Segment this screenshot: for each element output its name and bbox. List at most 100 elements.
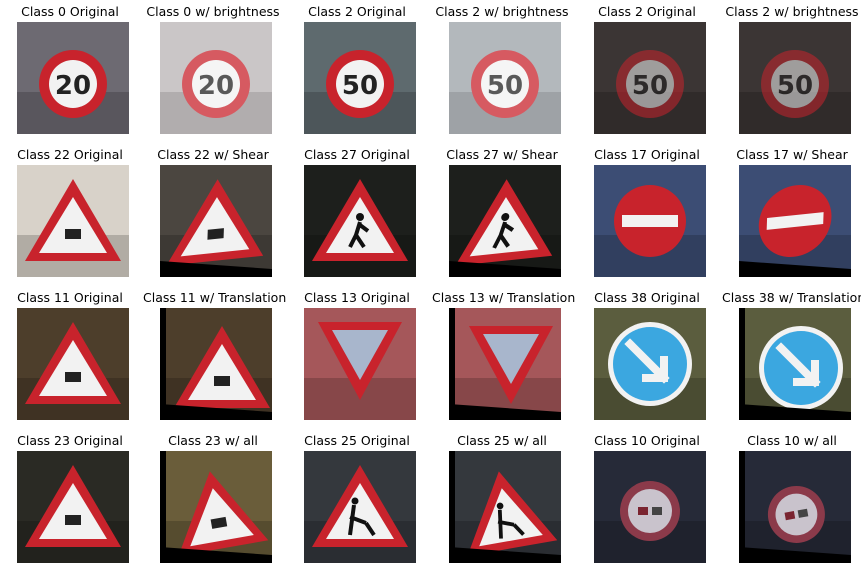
- sign-number: 50: [342, 71, 378, 101]
- keep-right-sign-image: [739, 308, 851, 420]
- triangle-face: [326, 483, 394, 539]
- truck-symbol: [784, 511, 796, 521]
- triangle-face: [39, 483, 107, 539]
- sign-number: 20: [198, 71, 234, 101]
- warning-triangle-icon: [25, 179, 121, 261]
- transform-border-bottom: [160, 404, 272, 420]
- speed-limit-icon: 50: [471, 50, 539, 118]
- image-title: Class 38 w/ Translation: [722, 290, 861, 305]
- yield-icon: [469, 326, 553, 404]
- sign-face: [481, 60, 529, 108]
- keep-right-arrow-icon: [759, 326, 843, 410]
- car-symbol: [797, 508, 809, 518]
- speed-limit-20-sign-image: 20: [160, 22, 272, 134]
- image-title: Class 2 w/ brightness: [435, 4, 569, 19]
- no-passing-trucks-sign-image: [739, 451, 851, 563]
- bumpy-road-sign-image: [17, 165, 129, 277]
- yield-face: [332, 330, 388, 380]
- traffic-sign-image: 20: [17, 22, 129, 134]
- keep-right-arrow-icon: [608, 322, 692, 406]
- traffic-sign-image: [739, 165, 851, 277]
- sign-number: 50: [777, 71, 813, 101]
- warning-triangle-icon: [25, 322, 121, 404]
- bumpy-road-sign-image: [160, 165, 272, 277]
- no-passing-trucks-sign-image: [594, 451, 706, 563]
- triangle-symbol: [207, 228, 224, 240]
- traffic-sign-image: [304, 308, 416, 420]
- slippery-road-sign-image: [160, 451, 272, 563]
- pedestrian-body: [492, 221, 515, 249]
- traffic-sign-image: 50: [449, 22, 561, 134]
- transform-border-left: [739, 451, 745, 563]
- image-title: Class 13 Original: [304, 290, 410, 305]
- triangle-symbol: [65, 372, 81, 382]
- pedestrian-triangle-icon: [455, 179, 553, 266]
- no-passing-face: [775, 493, 818, 536]
- traffic-sign-image: 50: [304, 22, 416, 134]
- speed-limit-icon: 50: [326, 50, 394, 118]
- brightness-overlay: [449, 22, 561, 134]
- traffic-sign-image: [160, 451, 272, 563]
- triangle-symbol: [214, 376, 230, 386]
- road-work-triangle-icon: [467, 471, 558, 557]
- speed-limit-50-sign-image: 50: [739, 22, 851, 134]
- pedestrian-head: [501, 213, 510, 222]
- worker-head: [496, 502, 504, 510]
- image-title: Class 11 Original: [17, 290, 123, 305]
- speed-limit-20-sign-image: 20: [17, 22, 129, 134]
- sign-face: [771, 60, 819, 108]
- image-title: Class 10 Original: [594, 433, 700, 448]
- no-passing-icon: [767, 485, 825, 543]
- image-title: Class 10 w/ all: [747, 433, 837, 448]
- triangle-face: [190, 488, 254, 547]
- image-title: Class 23 w/ all: [168, 433, 258, 448]
- traffic-sign-image: 50: [739, 22, 851, 134]
- triangle-symbol: [210, 516, 228, 529]
- traffic-sign-image: [160, 308, 272, 420]
- transform-border-bottom: [449, 404, 561, 420]
- triangle-face: [479, 488, 543, 547]
- image-title: Class 25 Original: [304, 433, 410, 448]
- no-passing-icon: [620, 481, 680, 541]
- transform-border-left: [449, 451, 455, 563]
- brightness-overlay: [160, 22, 272, 134]
- triangle-face: [39, 197, 107, 253]
- no-entry-icon: [758, 185, 832, 257]
- speed-limit-50-sign-image: 50: [449, 22, 561, 134]
- speed-limit-icon: 20: [182, 50, 250, 118]
- speed-limit-icon: 50: [616, 50, 684, 118]
- warning-triangle-icon: [166, 179, 264, 266]
- sign-face: [192, 60, 240, 108]
- traffic-sign-image: [160, 165, 272, 277]
- image-title: Class 2 Original: [308, 4, 406, 19]
- pedestrian-triangle-icon: [312, 179, 408, 261]
- traffic-sign-image: [304, 451, 416, 563]
- road-work-sign-image: [449, 451, 561, 563]
- traffic-sign-image: 20: [160, 22, 272, 134]
- image-title: Class 17 Original: [594, 147, 700, 162]
- traffic-sign-image: [594, 451, 706, 563]
- yield-sign-image: [304, 308, 416, 420]
- image-title: Class 11 w/ Translation: [143, 290, 287, 305]
- triangle-symbol: [65, 229, 81, 239]
- right-of-way-sign-image: [160, 308, 272, 420]
- sign-face: [626, 60, 674, 108]
- sign-number: 50: [487, 71, 523, 101]
- yield-sign-image: [449, 308, 561, 420]
- keep-right-sign-image: [594, 308, 706, 420]
- speed-limit-50-sign-image: 50: [594, 22, 706, 134]
- image-title: Class 2 w/ brightness: [725, 4, 859, 19]
- slippery-road-sign-image: [17, 451, 129, 563]
- traffic-sign-image: [739, 308, 851, 420]
- no-passing-face: [628, 489, 672, 533]
- triangle-symbol: [65, 515, 81, 525]
- image-title: Class 38 Original: [594, 290, 700, 305]
- no-entry-sign-image: [739, 165, 851, 277]
- speed-limit-50-sign-image: 50: [304, 22, 416, 134]
- image-title: Class 27 Original: [304, 147, 410, 162]
- worker-figure: [497, 509, 525, 539]
- car-symbol: [652, 507, 662, 515]
- truck-symbol: [638, 507, 648, 515]
- image-title: Class 22 Original: [17, 147, 123, 162]
- speed-limit-icon: 20: [39, 50, 107, 118]
